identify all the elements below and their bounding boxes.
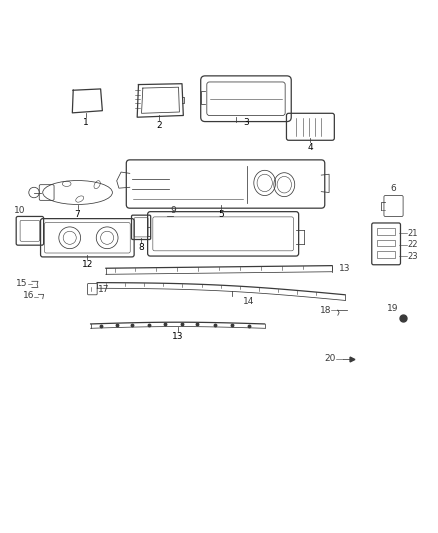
Text: 16: 16 (22, 291, 34, 300)
Text: 4: 4 (307, 143, 313, 152)
Text: 1: 1 (83, 118, 89, 127)
Bar (377, 251, 395, 258)
Text: 18: 18 (320, 305, 331, 314)
Text: 2: 2 (156, 120, 162, 130)
Text: 13: 13 (172, 332, 184, 341)
Text: 10: 10 (14, 206, 26, 215)
Text: 7: 7 (74, 210, 81, 219)
Text: 12: 12 (81, 260, 93, 269)
Text: 20: 20 (324, 354, 336, 364)
Bar (377, 239, 395, 246)
Text: 19: 19 (387, 304, 398, 313)
Text: 22: 22 (407, 240, 418, 249)
Text: 3: 3 (243, 118, 249, 127)
Text: 15: 15 (16, 279, 28, 288)
Text: 8: 8 (138, 244, 144, 253)
Bar (377, 228, 395, 235)
Text: 6: 6 (391, 183, 396, 192)
Text: 21: 21 (407, 229, 418, 238)
Text: 14: 14 (243, 297, 254, 305)
Text: 9: 9 (170, 206, 176, 215)
Text: 5: 5 (218, 210, 224, 219)
Text: 23: 23 (407, 252, 418, 261)
Text: 13: 13 (339, 264, 350, 273)
Text: 17: 17 (98, 285, 110, 294)
